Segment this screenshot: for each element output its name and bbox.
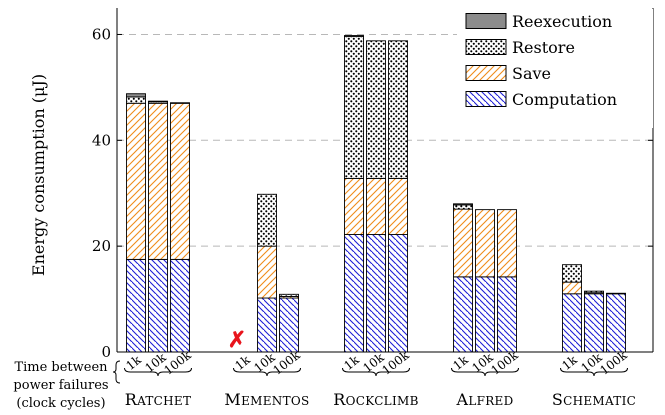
bar-segment-save bbox=[366, 177, 386, 235]
bar-segment-save bbox=[170, 102, 190, 260]
x-axis-title-line: power failures bbox=[13, 378, 108, 393]
benchmark-label: SCHEMATIC bbox=[552, 390, 636, 409]
benchmark-label: ROCKCLIMB bbox=[333, 390, 418, 409]
bar-segment-save bbox=[475, 209, 495, 278]
bar-segment-restore bbox=[170, 102, 190, 104]
x-tick-label: 1k bbox=[559, 352, 580, 373]
bar-segment-save bbox=[388, 177, 408, 235]
legend-label: Computation bbox=[512, 90, 617, 109]
bar-segment-reexecution bbox=[126, 93, 146, 98]
legend: Reexecution Restore Save Computation bbox=[457, 9, 653, 128]
bar-segment-save bbox=[257, 245, 277, 299]
bar-segment-reexecution bbox=[344, 35, 364, 38]
group-brace bbox=[560, 367, 628, 377]
x-axis-title-line: Time between bbox=[14, 360, 108, 375]
benchmark-label: ALFRED bbox=[455, 390, 513, 409]
bar-segment-restore bbox=[126, 96, 146, 104]
bar-segment-restore bbox=[584, 290, 604, 294]
bar-segment-restore bbox=[279, 293, 299, 297]
x-tick-label: 1k bbox=[450, 352, 471, 373]
group-brace bbox=[124, 367, 192, 377]
bar-segment-save bbox=[126, 102, 146, 260]
bar-segment-restore bbox=[562, 264, 582, 283]
bar-segment-computation bbox=[453, 276, 473, 353]
bar-segment-restore bbox=[366, 40, 386, 179]
bar-segment-restore bbox=[388, 40, 408, 179]
bar-segment-computation bbox=[257, 297, 277, 353]
bar-segment-computation bbox=[562, 293, 582, 353]
bar-segment-computation bbox=[606, 293, 626, 353]
bar-segment-computation bbox=[170, 258, 190, 353]
benchmark-label: RATCHET bbox=[125, 390, 192, 409]
bar-segment-computation bbox=[366, 234, 386, 353]
bar-segment-reexecution bbox=[148, 100, 168, 103]
bar-segment-computation bbox=[584, 293, 604, 353]
bar-segment-reexecution bbox=[453, 203, 473, 206]
legend-label: Save bbox=[512, 64, 551, 83]
x-tick-label: 1k bbox=[123, 352, 144, 373]
legend-swatch-save bbox=[465, 65, 507, 81]
benchmark-label: MEMENTOS bbox=[224, 390, 309, 409]
legend-label: Reexecution bbox=[512, 12, 612, 31]
bar-segment-restore bbox=[344, 36, 364, 179]
bar-segment-restore bbox=[606, 292, 626, 295]
bars-layer: ✗ bbox=[126, 35, 626, 353]
bar-segment-save bbox=[562, 281, 582, 295]
x-tick-label: 1k bbox=[232, 352, 253, 373]
legend-swatch-restore bbox=[465, 39, 507, 55]
bar-segment-save bbox=[497, 209, 517, 278]
failure-mark: ✗ bbox=[228, 327, 246, 353]
bar-segment-computation bbox=[475, 276, 495, 353]
bar-segment-save bbox=[453, 208, 473, 278]
legend-swatch-computation bbox=[465, 91, 507, 107]
bar-segment-computation bbox=[388, 234, 408, 353]
group-brace bbox=[233, 367, 301, 377]
x-axis-title-line: (clock cycles) bbox=[16, 396, 105, 411]
bar-segment-computation bbox=[497, 276, 517, 353]
bar-segment-computation bbox=[126, 258, 146, 353]
bar-segment-computation bbox=[148, 258, 168, 353]
legend-swatch-reexecution bbox=[465, 13, 507, 29]
legend-label: Restore bbox=[512, 38, 575, 57]
y-tick-label: 60 bbox=[92, 25, 111, 43]
bar-segment-save bbox=[148, 102, 168, 260]
bar-segment-restore bbox=[257, 193, 277, 247]
bar-segment-computation bbox=[279, 297, 299, 353]
x-tick-label: 1k bbox=[341, 352, 362, 373]
bar-segment-computation bbox=[344, 234, 364, 353]
y-tick-label: 0 bbox=[101, 343, 111, 361]
y-tick-label: 20 bbox=[92, 237, 111, 255]
bar-segment-restore bbox=[453, 204, 473, 210]
x-axis-title-brace bbox=[112, 360, 121, 384]
group-brace bbox=[451, 367, 519, 377]
group-brace bbox=[342, 367, 410, 377]
y-tick-label: 40 bbox=[92, 131, 111, 149]
bar-segment-save bbox=[344, 177, 364, 235]
y-axis-label: Energy consumption (μJ) bbox=[29, 74, 48, 276]
